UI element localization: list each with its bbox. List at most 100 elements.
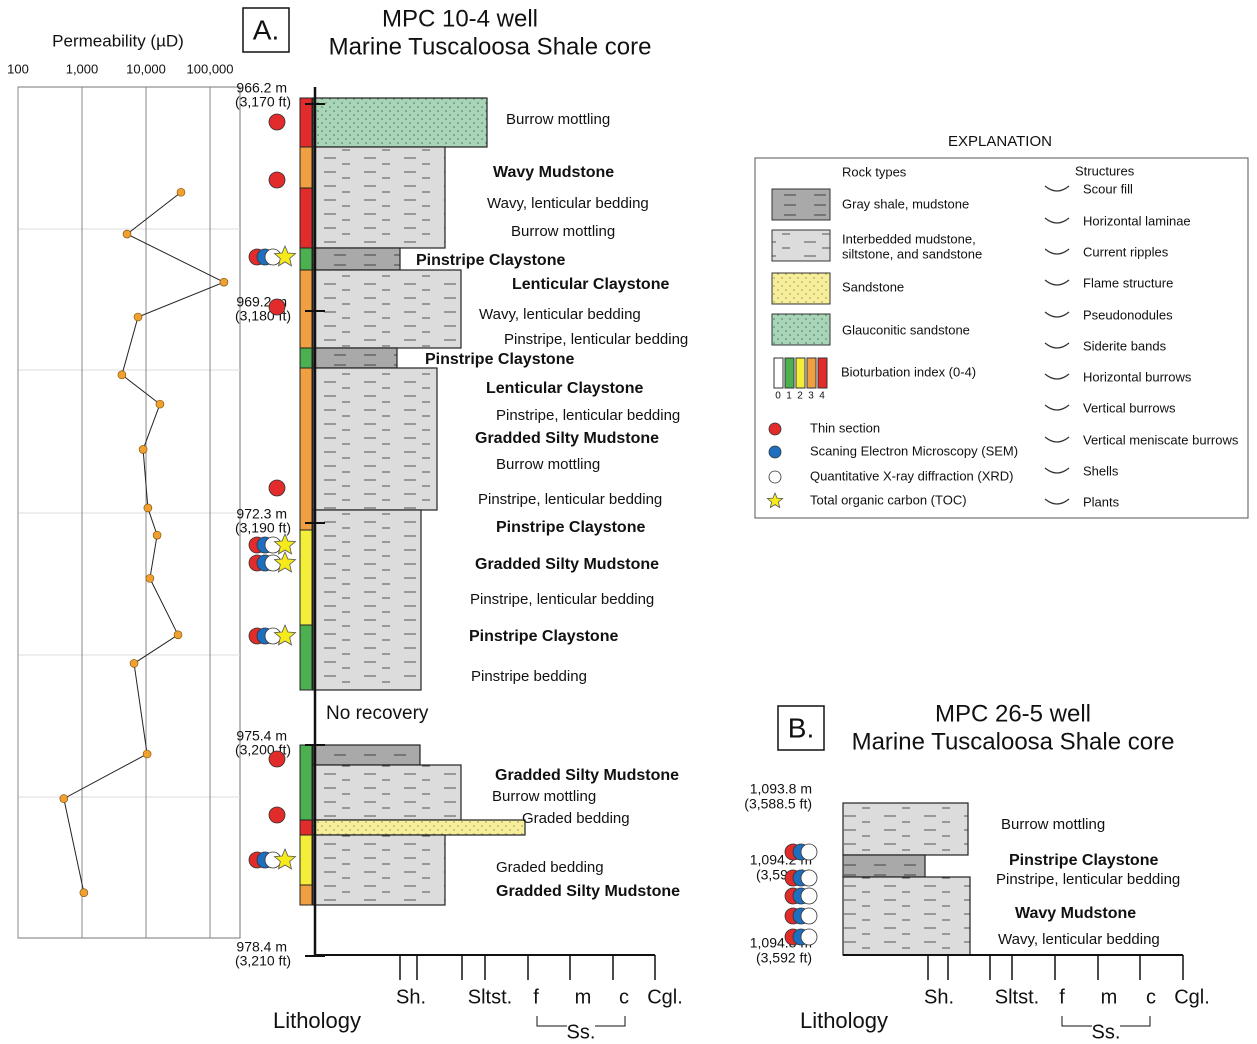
grain-label: Ss. bbox=[1092, 1021, 1121, 1043]
depth-label: (3,592 ft) bbox=[756, 950, 812, 966]
bioturbation-index: 4 bbox=[819, 391, 825, 402]
structure-label: Plants bbox=[1083, 494, 1120, 509]
bioturbation-segment bbox=[300, 98, 312, 147]
interbedded bbox=[843, 877, 970, 955]
grain-label: f bbox=[533, 986, 539, 1008]
structure-label: Scour fill bbox=[1083, 181, 1133, 196]
rock-type-label: Sandstone bbox=[842, 279, 904, 294]
bioturbation-segment bbox=[300, 147, 312, 188]
grain-label: m bbox=[575, 986, 592, 1008]
panel-label: B. bbox=[788, 712, 814, 743]
bioturbation-index: 3 bbox=[808, 391, 814, 402]
depth-label: (3,170 ft) bbox=[235, 94, 291, 110]
core-title: Marine Tuscaloosa Shale core bbox=[329, 33, 652, 60]
grain-label: c bbox=[1146, 986, 1156, 1008]
lithology-description: Graded bedding bbox=[496, 859, 604, 876]
gray-shale bbox=[313, 745, 420, 765]
bioturbation-segment bbox=[300, 885, 312, 905]
lithology-description: Wavy, lenticular bedding bbox=[479, 306, 641, 323]
lithology-description: Burrow mottling bbox=[492, 788, 596, 805]
grain-label: Cgl. bbox=[647, 986, 683, 1008]
bioturbation-segment bbox=[300, 745, 312, 820]
permeability-point bbox=[139, 445, 147, 453]
interbedded bbox=[843, 803, 968, 855]
sample-legend-dot bbox=[769, 423, 781, 435]
rock-types-heading: Rock types bbox=[842, 164, 907, 179]
thin-section-dot bbox=[269, 480, 285, 496]
lithology-description: Pinstripe, lenticular bedding bbox=[478, 491, 662, 508]
grain-label: Sh. bbox=[396, 986, 426, 1008]
rock-swatch bbox=[772, 189, 830, 220]
lithology-description: Pinstripe bedding bbox=[471, 668, 587, 685]
lithology-description: Burrow mottling bbox=[496, 456, 600, 473]
permeability-point bbox=[130, 659, 138, 667]
grain-label: Ss. bbox=[567, 1021, 596, 1043]
depth-label: 1,093.8 m bbox=[750, 781, 812, 797]
core-title: Marine Tuscaloosa Shale core bbox=[852, 728, 1175, 755]
interbedded bbox=[313, 510, 421, 690]
bioturbation-segment bbox=[300, 530, 312, 625]
grain-label: Cgl. bbox=[1174, 986, 1210, 1008]
permeability-point bbox=[174, 631, 182, 639]
permeability-point bbox=[143, 750, 151, 758]
permeability-point bbox=[134, 313, 142, 321]
bioturbation-swatch bbox=[807, 358, 816, 388]
core-title: MPC 10-4 well bbox=[382, 5, 538, 32]
bioturbation-segment bbox=[300, 625, 312, 690]
permeability-point bbox=[144, 504, 152, 512]
bioturbation-index: 0 bbox=[775, 391, 781, 402]
rock-swatch bbox=[772, 314, 830, 345]
bioturbation-index: 1 bbox=[786, 391, 792, 402]
xrd-dot bbox=[801, 908, 817, 924]
sample-label: Quantitative X-ray diffraction (XRD) bbox=[810, 468, 1014, 483]
xrd-dot bbox=[801, 870, 817, 886]
structure-label: Siderite bands bbox=[1083, 338, 1167, 353]
grain-label: c bbox=[619, 986, 629, 1008]
lithology-description: Pinstripe, lenticular bedding bbox=[504, 331, 688, 348]
xrd-dot bbox=[801, 929, 817, 945]
bioturbation-swatch bbox=[818, 358, 827, 388]
structure-label: Pseudonodules bbox=[1083, 307, 1173, 322]
lithology-description: Gradded Silty Mudstone bbox=[475, 430, 659, 447]
grain-label: Sh. bbox=[924, 986, 954, 1008]
grain-label: f bbox=[1059, 986, 1065, 1008]
sample-legend-dot bbox=[769, 446, 781, 458]
xrd-dot bbox=[801, 844, 817, 860]
permeability-point bbox=[146, 574, 154, 582]
lithology-description: Pinstripe, lenticular bedding bbox=[996, 871, 1180, 888]
no-recovery: No recovery bbox=[326, 703, 429, 724]
depth-label: (3,588.5 ft) bbox=[744, 796, 812, 812]
structure-label: Current ripples bbox=[1083, 244, 1169, 259]
structure-label: Flame structure bbox=[1083, 275, 1173, 290]
thin-section-dot bbox=[269, 114, 285, 130]
rock-type-label: Glauconitic sandstone bbox=[842, 322, 970, 337]
sandstone bbox=[313, 820, 525, 835]
lithology-description: Wavy, lenticular bedding bbox=[998, 931, 1160, 948]
lithology-description: Gradded Silty Mudstone bbox=[496, 883, 680, 900]
interbedded bbox=[313, 765, 461, 820]
bioturbation-swatch bbox=[796, 358, 805, 388]
sample-label: Scaning Electron Microscopy (SEM) bbox=[810, 443, 1018, 458]
interbedded bbox=[313, 147, 445, 248]
structure-label: Horizontal burrows bbox=[1083, 369, 1192, 384]
interbedded bbox=[313, 835, 445, 905]
lithology-description: Gradded Silty Mudstone bbox=[475, 556, 659, 573]
axis-title: Lithology bbox=[273, 1008, 361, 1033]
rock-type-label: Gray shale, mudstone bbox=[842, 196, 969, 211]
glauconitic-sandstone bbox=[313, 98, 487, 147]
page: {"chart_data": {"type": "line", "title":… bbox=[0, 0, 1257, 1044]
gray-shale bbox=[313, 248, 400, 270]
thin-section-dot bbox=[269, 807, 285, 823]
lithology-description: Lenticular Claystone bbox=[486, 380, 643, 397]
sample-legend-dot bbox=[769, 471, 781, 483]
permeability-point bbox=[123, 230, 131, 238]
bioturbation-label: Bioturbation index (0-4) bbox=[841, 364, 976, 379]
structure-label: Shells bbox=[1083, 463, 1119, 478]
lithology-description: Pinstripe Claystone bbox=[496, 519, 645, 536]
bioturbation-segment bbox=[300, 188, 312, 248]
grain-label: Sltst. bbox=[995, 986, 1039, 1008]
x-tick-label: 100,000 bbox=[187, 61, 234, 76]
gray-shale bbox=[843, 855, 925, 877]
sample-label: Total organic carbon (TOC) bbox=[810, 492, 967, 507]
bioturbation-segment bbox=[300, 368, 312, 530]
